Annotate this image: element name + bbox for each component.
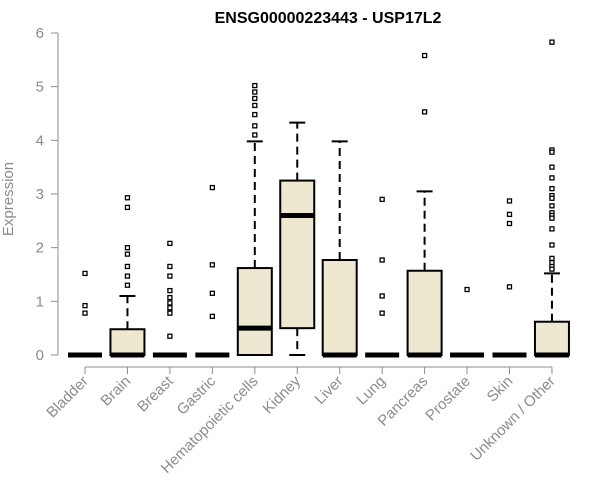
box-group bbox=[152, 240, 187, 358]
box-group bbox=[195, 184, 230, 358]
outlier-point bbox=[209, 184, 216, 191]
outlier-point bbox=[82, 302, 88, 309]
outlier-point bbox=[82, 310, 88, 316]
outlier-point bbox=[167, 310, 173, 316]
outlier-point bbox=[549, 226, 555, 232]
outlier-point bbox=[167, 287, 173, 294]
outlier-point bbox=[421, 109, 428, 115]
outlier-point bbox=[167, 333, 173, 339]
outlier-point bbox=[252, 111, 258, 118]
outlier-point bbox=[379, 257, 385, 263]
outlier-point bbox=[379, 196, 385, 203]
box-body bbox=[533, 320, 570, 356]
outlier-point bbox=[549, 175, 555, 181]
outlier-point bbox=[506, 284, 513, 290]
x-tick-label: Breast bbox=[134, 372, 177, 415]
outlier-point bbox=[252, 102, 258, 109]
box-group bbox=[279, 121, 316, 356]
outlier-point bbox=[549, 149, 555, 155]
outlier-point bbox=[464, 286, 470, 293]
outlier-point bbox=[506, 220, 513, 227]
outlier-point bbox=[167, 305, 173, 311]
outlier-point bbox=[549, 203, 555, 209]
box-group bbox=[450, 286, 485, 358]
y-tick-label: 3 bbox=[36, 186, 44, 203]
outlier-point bbox=[124, 251, 131, 257]
outlier-point bbox=[421, 52, 428, 59]
outlier-point bbox=[167, 294, 173, 301]
outlier-point bbox=[209, 262, 216, 268]
x-tick-label: Skin bbox=[484, 373, 517, 406]
outlier-point bbox=[549, 164, 555, 170]
x-tick-label: Kidney bbox=[260, 372, 305, 417]
outlier-point bbox=[124, 245, 131, 251]
outlier-point bbox=[549, 215, 555, 221]
box-body bbox=[109, 328, 146, 356]
x-tick-label: Liver bbox=[312, 373, 347, 408]
y-tick-label: 1 bbox=[36, 293, 44, 310]
outlier-point bbox=[549, 185, 555, 192]
outlier-point bbox=[124, 273, 131, 279]
outlier-point bbox=[209, 290, 216, 296]
box-group bbox=[109, 195, 146, 358]
box-group bbox=[68, 270, 102, 358]
outlier-point bbox=[167, 273, 173, 279]
x-tick-label: Brain bbox=[97, 373, 134, 410]
y-tick-label: 2 bbox=[36, 240, 44, 257]
y-tick-label: 6 bbox=[36, 25, 44, 42]
outlier-point bbox=[379, 310, 385, 316]
box-body bbox=[321, 259, 358, 357]
outlier-point bbox=[124, 195, 131, 201]
axes: 0 1 2 3 4 5 6 bbox=[36, 25, 553, 374]
outlier-point bbox=[549, 266, 555, 272]
y-tick-label: 4 bbox=[36, 132, 44, 149]
outlier-point bbox=[167, 240, 173, 247]
x-tick-label: Bladder bbox=[43, 373, 92, 422]
outlier-point bbox=[167, 263, 173, 270]
outlier-point bbox=[252, 82, 258, 89]
outlier-point bbox=[252, 132, 258, 138]
outlier-point bbox=[252, 95, 258, 102]
outlier-point bbox=[252, 89, 258, 95]
outlier-point bbox=[82, 270, 88, 277]
box-body bbox=[279, 179, 316, 330]
outlier-point bbox=[549, 255, 555, 262]
box-group bbox=[321, 140, 358, 358]
outlier-point bbox=[124, 263, 131, 270]
outlier-point bbox=[549, 195, 555, 201]
box-body bbox=[236, 267, 273, 356]
box-group bbox=[533, 39, 570, 358]
boxes bbox=[68, 39, 570, 358]
outlier-point bbox=[252, 123, 258, 129]
y-tick-label: 0 bbox=[36, 347, 44, 364]
y-tick-label: 5 bbox=[36, 79, 44, 96]
box-body bbox=[406, 269, 443, 357]
outlier-point bbox=[506, 198, 513, 204]
outlier-point bbox=[124, 282, 131, 288]
outlier-point bbox=[167, 300, 173, 306]
box-group bbox=[365, 196, 400, 358]
outlier-point bbox=[379, 293, 385, 299]
outlier-point bbox=[506, 211, 513, 218]
x-tick-label: Lung bbox=[353, 373, 389, 409]
outlier-point bbox=[209, 313, 216, 320]
outlier-point bbox=[549, 242, 555, 248]
box-group bbox=[492, 198, 527, 358]
box-group bbox=[236, 82, 273, 356]
outlier-point bbox=[124, 204, 131, 211]
outlier-point bbox=[549, 39, 555, 45]
box-group bbox=[406, 52, 443, 358]
chart-title: ENSG00000223443 - USP17L2 bbox=[215, 10, 442, 27]
x-tick-label: Prostate bbox=[422, 373, 474, 425]
y-axis-label: Expression bbox=[0, 162, 17, 236]
